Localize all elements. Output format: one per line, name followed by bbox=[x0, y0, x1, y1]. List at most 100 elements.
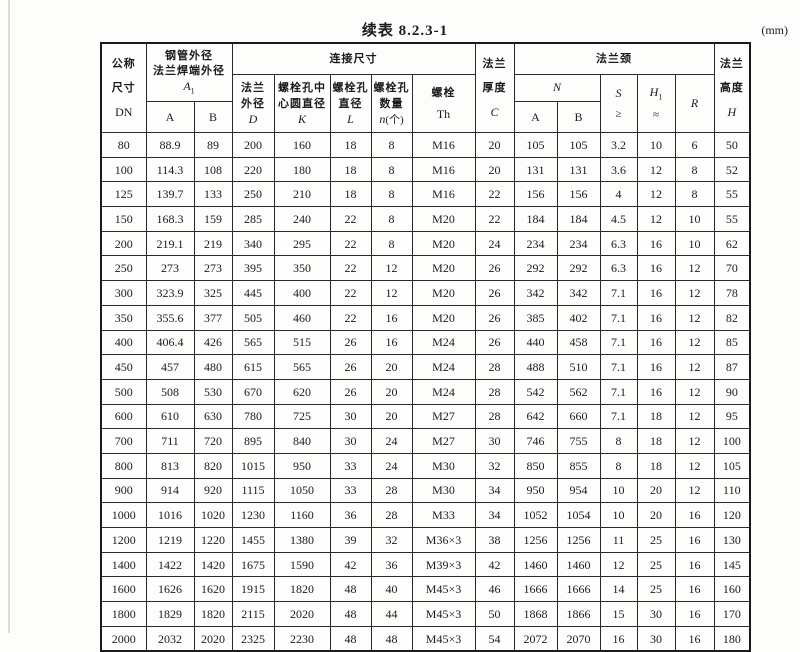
bolt-circle-label-line1: 螺栓孔中 bbox=[278, 81, 326, 94]
cell: 600 bbox=[100, 403, 147, 430]
cell: 130 bbox=[713, 527, 751, 553]
cell: 26 bbox=[329, 354, 372, 380]
cell: 2325 bbox=[231, 625, 275, 652]
cell: 120 bbox=[713, 502, 751, 528]
cell: M45×3 bbox=[411, 625, 476, 652]
cell: 219 bbox=[193, 230, 233, 257]
cell: 30 bbox=[474, 428, 515, 454]
cell: 2072 bbox=[513, 625, 558, 652]
cell: 25 bbox=[636, 527, 676, 553]
cell: 700 bbox=[100, 428, 147, 454]
cell: 323.9 bbox=[145, 280, 195, 306]
cell: 12 bbox=[636, 206, 676, 232]
cell: 385 bbox=[513, 304, 558, 331]
cell: 12 bbox=[674, 428, 715, 454]
cell: 200 bbox=[100, 230, 147, 257]
cell: M20 bbox=[411, 304, 476, 331]
cell: 508 bbox=[145, 378, 195, 405]
cell: 2032 bbox=[145, 625, 195, 652]
cell: 7.1 bbox=[599, 378, 638, 405]
cell: 800 bbox=[100, 452, 147, 479]
height-label-line2: 高度 bbox=[719, 82, 744, 95]
cell: 1200 bbox=[100, 527, 147, 553]
cell: 1420 bbox=[193, 551, 233, 578]
cell: M16 bbox=[411, 181, 476, 208]
cell: 6.3 bbox=[599, 255, 638, 282]
cell: 620 bbox=[273, 378, 331, 405]
cell: M20 bbox=[411, 280, 476, 306]
cell: 2070 bbox=[556, 625, 601, 652]
cell: 114.3 bbox=[145, 156, 195, 183]
cell: 48 bbox=[370, 625, 413, 652]
table-row: 1600 1626 1620 1915 1820 48 40 M45×3 46 1666 1666 1… bbox=[100, 576, 751, 603]
cell: 82 bbox=[713, 304, 751, 331]
cell: 1015 bbox=[231, 452, 275, 479]
n-group-symbol: N bbox=[553, 80, 562, 95]
cell: 285 bbox=[231, 206, 275, 232]
cell: 89 bbox=[193, 132, 233, 158]
cell: 2000 bbox=[100, 625, 147, 652]
cell: 295 bbox=[273, 230, 331, 257]
bolt-count-label-line1: 螺栓孔 bbox=[373, 81, 410, 94]
cell: 184 bbox=[513, 206, 558, 232]
cell: 18 bbox=[636, 428, 676, 454]
table-row: 800 813 820 1015 950 33 24 M30 32 850 855 8 18 12 105 bbox=[100, 452, 751, 479]
cell: 1000 bbox=[100, 502, 147, 528]
flange-od-label-line1: 法兰 bbox=[241, 81, 265, 94]
cell: 80 bbox=[100, 132, 147, 158]
page-title: 续表 8.2.3-1 bbox=[361, 23, 449, 39]
cell: 16 bbox=[674, 502, 715, 528]
cell: 28 bbox=[370, 477, 413, 504]
cell: 458 bbox=[556, 329, 601, 356]
col-header-a1-group: 钢管外径 法兰焊端外径 A1 bbox=[145, 42, 233, 102]
height-symbol: H bbox=[727, 104, 737, 119]
cell: M20 bbox=[411, 230, 476, 257]
cell: 14 bbox=[599, 576, 638, 603]
cell: 15 bbox=[599, 601, 638, 627]
cell: 711 bbox=[145, 428, 195, 454]
cell: 110 bbox=[713, 477, 751, 504]
cell: 325 bbox=[193, 280, 233, 306]
cell: 26 bbox=[329, 329, 372, 356]
cell: 1460 bbox=[513, 551, 558, 578]
cell: 1115 bbox=[231, 477, 275, 504]
col-header-bolt-circle: 螺栓孔中 心圆直径 K bbox=[273, 74, 331, 133]
cell: 1050 bbox=[273, 477, 331, 504]
cell: 160 bbox=[713, 576, 751, 603]
cell: 7.1 bbox=[599, 354, 638, 380]
cell: 400 bbox=[100, 329, 147, 356]
cell: 18 bbox=[329, 181, 372, 208]
cell: 20 bbox=[370, 378, 413, 405]
cell: 12 bbox=[636, 181, 676, 208]
col-header-bolt: 螺栓 Th bbox=[411, 74, 476, 133]
table-row: 500 508 530 670 620 26 20 M24 28 542 562 7.1 16 12 90 bbox=[100, 378, 751, 405]
cell: 500 bbox=[100, 378, 147, 405]
cell: 16 bbox=[674, 601, 715, 627]
table-row: 350 355.6 377 505 460 22 16 M20 26 385 402 7.1 16 12 8… bbox=[100, 304, 751, 331]
cell: 1915 bbox=[231, 576, 275, 603]
table-header: 公称 尺寸 DN 钢管外径 法兰焊端外径 A1 连接尺寸 法兰 厚度 bbox=[100, 42, 751, 133]
cell: 12 bbox=[674, 477, 715, 504]
flange-dimension-table: 公称 尺寸 DN 钢管外径 法兰焊端外径 A1 连接尺寸 法兰 厚度 bbox=[100, 42, 752, 652]
table-row: 200 219.1 219 340 295 22 8 M20 24 234 234 6.3 16 10 62 bbox=[100, 230, 751, 257]
cell: 720 bbox=[193, 428, 233, 454]
cell: 16 bbox=[636, 354, 676, 380]
thickness-label-line2: 厚度 bbox=[482, 82, 507, 95]
table-row: 900 914 920 1115 1050 33 28 M30 34 950 954 10 20 12 11… bbox=[100, 477, 751, 504]
cell: 3.6 bbox=[599, 156, 638, 183]
cell: 12 bbox=[674, 329, 715, 356]
cell: 180 bbox=[713, 625, 751, 652]
cell: 36 bbox=[329, 502, 372, 528]
height-label-line1: 法兰 bbox=[719, 58, 744, 71]
col-header-s: S ≥ bbox=[599, 74, 638, 133]
cell: 40 bbox=[370, 576, 413, 603]
cell: 55 bbox=[713, 206, 751, 232]
cell: 1400 bbox=[100, 551, 147, 578]
cell: 8 bbox=[674, 156, 715, 183]
cell: 1866 bbox=[556, 601, 601, 627]
cell: 1230 bbox=[231, 502, 275, 528]
bolt-count-symbol: n(个) bbox=[379, 112, 404, 127]
h1-symbol: H1 bbox=[649, 85, 663, 102]
cell: 32 bbox=[370, 527, 413, 553]
cell: 62 bbox=[713, 230, 751, 257]
